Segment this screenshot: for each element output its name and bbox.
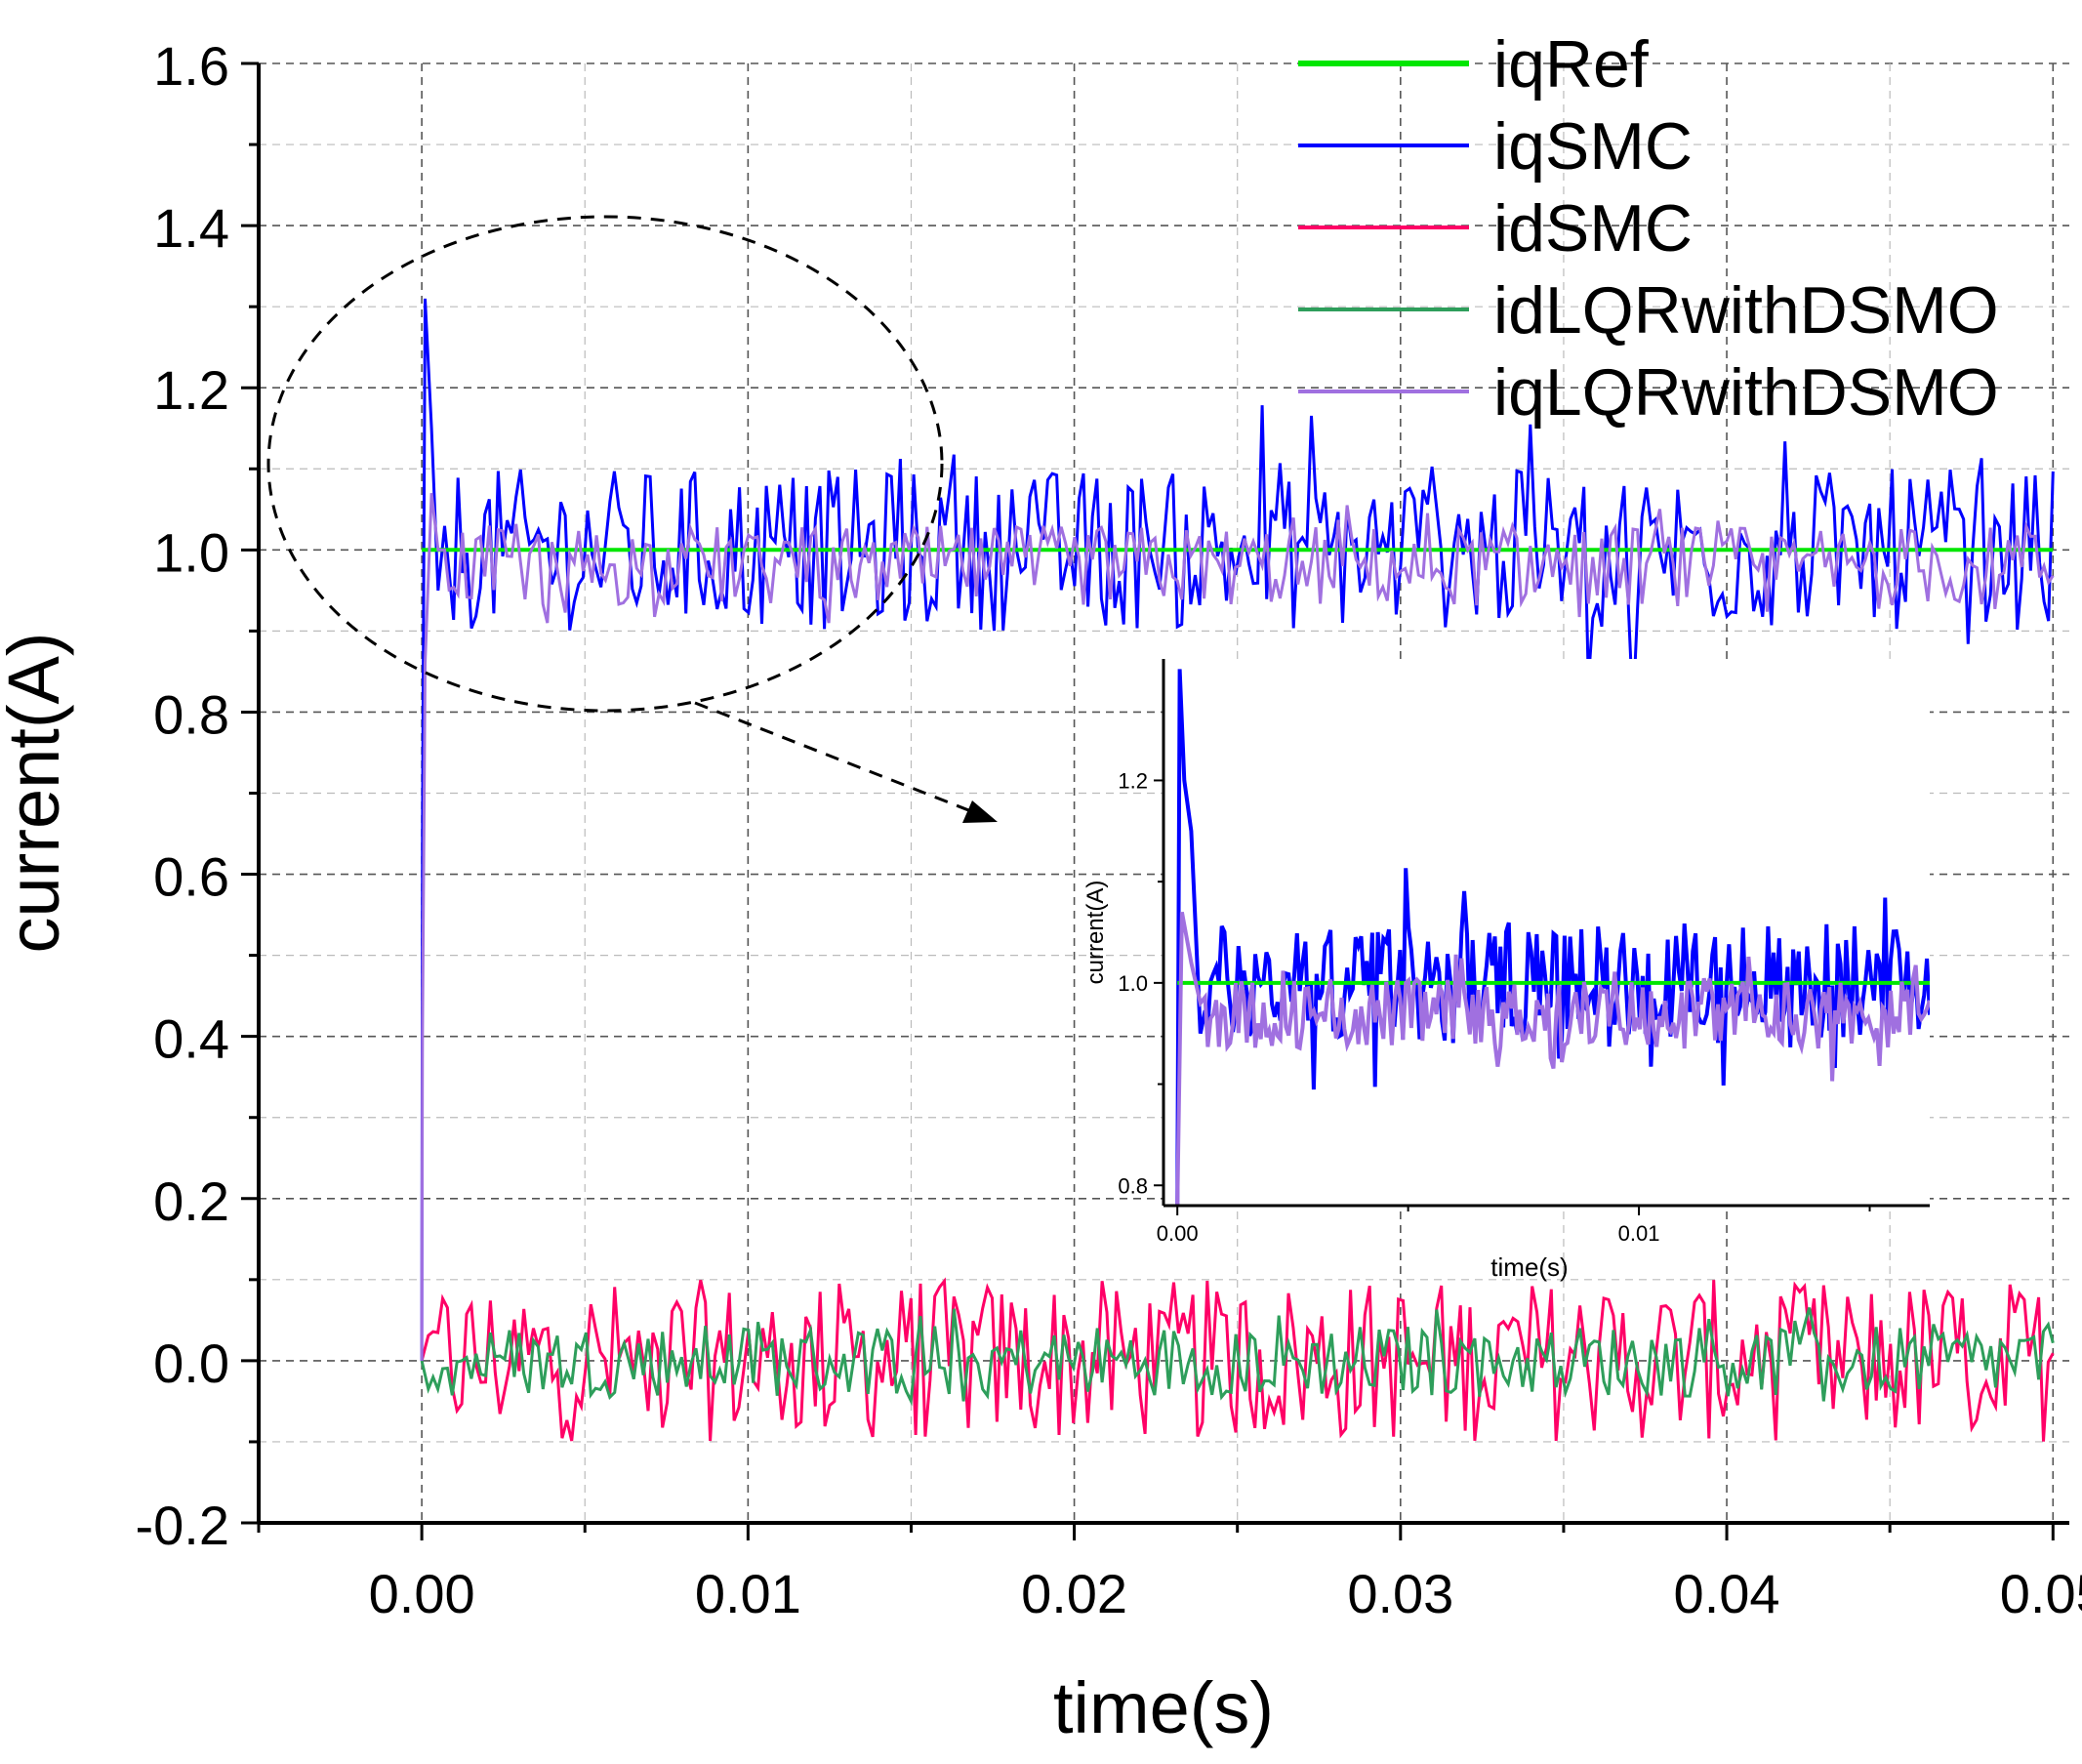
x-tick-label: 0.04: [1674, 1563, 1780, 1624]
legend-label: idSMC: [1493, 191, 1693, 266]
series-line-idSMC: [420, 1277, 2055, 1442]
y-tick-label: 0.4: [153, 1008, 229, 1070]
y-tick-label: 0.2: [153, 1170, 229, 1232]
main-ticks: [241, 62, 2055, 1540]
series-line-iqSMC: [420, 298, 2055, 1361]
inset-y-tick-label: 1.2: [1118, 768, 1148, 793]
inset-x-axis-label: time(s): [1490, 1252, 1568, 1282]
legend-label: idLQRwithDSMO: [1493, 273, 1999, 348]
inset-x-tick-label: 0.00: [1157, 1221, 1199, 1246]
inset-series-group: [1175, 669, 1930, 1206]
y-tick-label: 1.6: [153, 35, 229, 97]
inset-y-tick-label: 0.8: [1118, 1173, 1148, 1198]
x-tick-label: 0.05: [2000, 1563, 2082, 1624]
inset-x-tick-label: 0.01: [1618, 1221, 1660, 1246]
main-series-group: [420, 298, 2055, 1442]
y-tick-label: 1.0: [153, 521, 229, 583]
y-tick-label: 0.0: [153, 1333, 229, 1394]
inset-y-axis-label: current(A): [1082, 881, 1109, 985]
y-tick-label: 1.2: [153, 359, 229, 421]
main-x-axis-label: time(s): [1053, 1667, 1274, 1748]
main-tick-labels: -0.20.00.20.40.60.81.01.21.41.60.00 0.01 0…: [136, 35, 2082, 1624]
y-tick-label: 1.4: [153, 197, 229, 259]
main-y-axis-label: current(A): [0, 633, 74, 954]
y-tick-label: -0.2: [136, 1495, 230, 1556]
y-tick-label: 0.6: [153, 846, 229, 908]
legend: iqRefiqSMCidSMCidLQRwithDSMOiqLQRwithDSM…: [1298, 27, 1999, 430]
inset-background: [1163, 659, 1930, 1206]
inset-tick-labels: 0.8 1.0 1.2 0.00 0.01: [1118, 768, 1659, 1246]
inset-series-line-iqLQRwithDSMO: [1175, 911, 1930, 1206]
zoom-region-ellipse: [266, 215, 944, 713]
y-tick-label: 0.8: [153, 683, 229, 745]
x-tick-label: 0.00: [369, 1563, 475, 1624]
inset-ticks: [1154, 779, 1871, 1215]
zoom-arrow-head: [962, 800, 998, 823]
legend-label: iqRef: [1493, 27, 1649, 102]
inset-chart: 0.8 1.0 1.2 0.00 0.01 time(s) current(A): [1082, 659, 1930, 1282]
legend-label: iqSMC: [1493, 109, 1693, 184]
zoom-arrow: [694, 701, 977, 815]
inset-y-tick-label: 1.0: [1118, 971, 1148, 996]
legend-label: iqLQRwithDSMO: [1493, 355, 1999, 430]
series-line-iqLQRwithDSMO: [420, 493, 2055, 1361]
x-tick-label: 0.02: [1021, 1563, 1127, 1624]
x-tick-label: 0.01: [695, 1563, 801, 1624]
x-tick-label: 0.03: [1347, 1563, 1453, 1624]
series-line-idLQRwithDSMO: [420, 1307, 2055, 1407]
